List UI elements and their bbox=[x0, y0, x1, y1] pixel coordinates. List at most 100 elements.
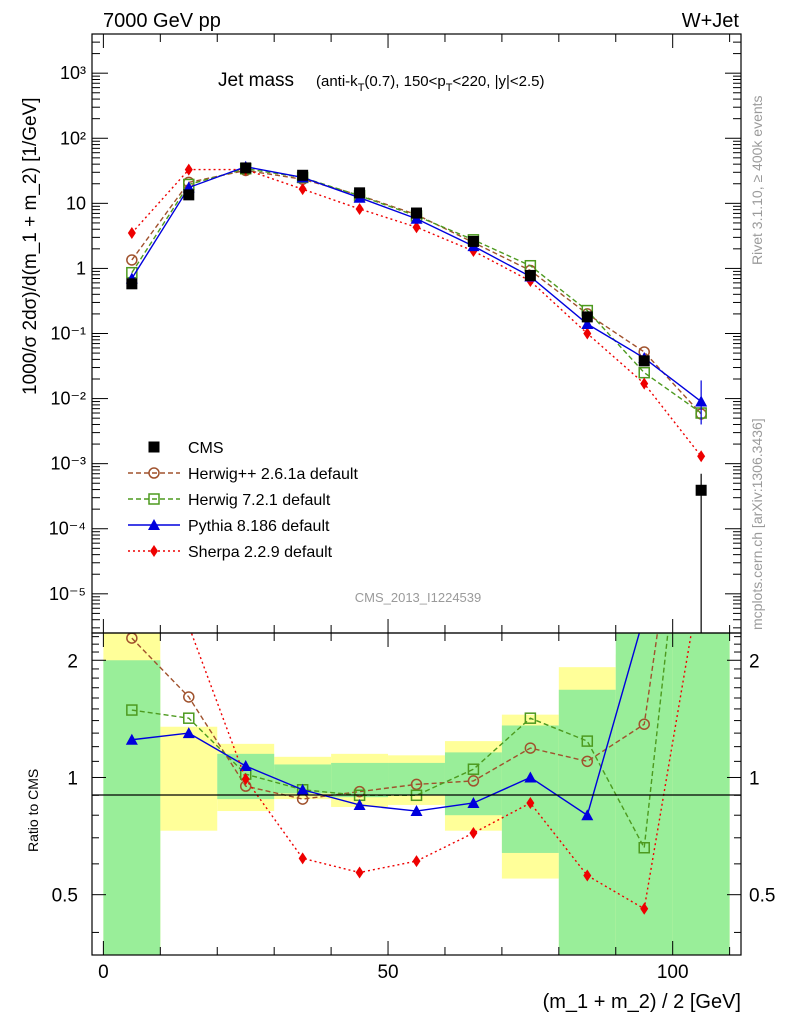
ratio-point-sherpa-2-2-9-default bbox=[298, 852, 307, 865]
ratio-point-pythia-8-186-default bbox=[581, 809, 594, 821]
ratio-y-tick-labels: 0.5 0.5 1 1 2 2 bbox=[52, 651, 776, 906]
ratio-point-sherpa-2-2-9-default bbox=[412, 855, 421, 868]
main-y-tick-label: 10⁻⁴ bbox=[49, 519, 86, 539]
point-cms bbox=[240, 162, 252, 174]
line-pythia-8-186-default bbox=[131, 166, 702, 403]
x-tick-labels: 0 50 100 bbox=[98, 962, 688, 983]
legend-marker-pythia-8-186-default bbox=[148, 519, 160, 530]
main-y-tick-label: 10³ bbox=[60, 63, 86, 83]
main-y-axis-label: 1000/σ 2dσ)/d(m_1 + m_2) [1/GeV] bbox=[20, 97, 41, 395]
ratio-y-tick-label: 0.5 bbox=[52, 886, 78, 907]
ratio-line-sherpa-2-2-9-default bbox=[190, 633, 693, 910]
point-sherpa-2-2-9-default bbox=[298, 183, 307, 196]
band-green-bin bbox=[501, 725, 559, 853]
ratio-point-herwig-7-2-1-default bbox=[638, 841, 650, 854]
main-title: Jet mass bbox=[218, 70, 294, 91]
main-y-tick-label: 10⁻¹ bbox=[50, 324, 86, 344]
band-green-bin bbox=[331, 762, 389, 798]
point-sherpa-2-2-9-default bbox=[355, 202, 364, 215]
x-tick-label: 50 bbox=[377, 962, 398, 983]
point-cms bbox=[126, 278, 138, 290]
header-left: 7000 GeV pp bbox=[103, 10, 221, 32]
legend-label-sherpa-2-2-9-default: Sherpa 2.2.9 default bbox=[188, 544, 333, 561]
line-herwig-7-2-1-default bbox=[131, 168, 702, 414]
ratio-point-herwigpp-2-6-1a-default bbox=[638, 718, 650, 730]
ratio-point-herwig-7-2-1-default bbox=[581, 735, 594, 747]
ratio-y-tick-label-right: 0.5 bbox=[749, 886, 775, 907]
ratio-point-pythia-8-186-default bbox=[353, 798, 366, 810]
point-cms bbox=[581, 311, 593, 323]
ratio-point-herwigpp-2-6-1a-default bbox=[581, 755, 594, 768]
legend-label-pythia-8-186-default: Pythia 8.186 default bbox=[188, 518, 330, 535]
point-cms bbox=[183, 189, 195, 201]
line-herwigpp-2-6-1a-default bbox=[131, 169, 702, 415]
ratio-point-herwigpp-2-6-1a-default bbox=[183, 691, 195, 703]
legend-marker-herwig-7-2-1-default bbox=[148, 493, 160, 505]
legend-label-herwigpp-2-6-1a-default: Herwig++ 2.6.1a default bbox=[188, 466, 358, 483]
ratio-point-sherpa-2-2-9-default bbox=[640, 902, 649, 915]
ratio-y-tick-label: 1 bbox=[67, 768, 78, 789]
main-y-tick-label: 10⁻⁵ bbox=[49, 584, 86, 604]
point-cms bbox=[411, 207, 422, 219]
point-cms bbox=[297, 169, 309, 181]
main-series-group bbox=[125, 160, 708, 633]
ratio-y-tick-label-right: 2 bbox=[749, 651, 760, 672]
ratio-point-herwigpp-2-6-1a-default bbox=[524, 742, 537, 754]
ratio-point-sherpa-2-2-9-default bbox=[241, 773, 250, 786]
main-y-tick-label: 10 bbox=[66, 193, 86, 213]
ratio-series-group bbox=[125, 633, 693, 915]
x-tick-label: 0 bbox=[98, 962, 109, 983]
legend-marker-herwigpp-2-6-1a-default bbox=[148, 467, 160, 479]
ratio-point-herwig-7-2-1-default bbox=[126, 704, 138, 716]
ratio-point-herwig-7-2-1-default bbox=[524, 712, 537, 724]
point-pythia-8-186-default bbox=[581, 317, 594, 329]
point-sherpa-2-2-9-default bbox=[697, 450, 706, 463]
x-tick-label: 100 bbox=[657, 962, 689, 983]
legend-label-cms: CMS bbox=[188, 440, 224, 457]
ratio-point-sherpa-2-2-9-default bbox=[355, 866, 364, 879]
point-sherpa-2-2-9-default bbox=[412, 221, 421, 234]
watermark-analysis: CMS_2013_I1224539 bbox=[355, 590, 482, 605]
ratio-y-axis-label: Ratio to CMS bbox=[25, 769, 41, 852]
ratio-y-tick-label: 2 bbox=[67, 651, 78, 672]
ratio-point-sherpa-2-2-9-default bbox=[469, 827, 478, 840]
main-y-tick-label: 10⁻³ bbox=[50, 454, 86, 474]
point-sherpa-2-2-9-default bbox=[127, 227, 136, 240]
ratio-point-pythia-8-186-default bbox=[410, 805, 423, 817]
x-axis-label: (m_1 + m_2) / 2 [GeV] bbox=[543, 991, 741, 1013]
side-label-rivet: Rivet 3.1.10, ≥ 400k events bbox=[749, 95, 765, 265]
band-green-bin bbox=[558, 689, 616, 955]
line-sherpa-2-2-9-default bbox=[131, 168, 702, 457]
legend-marker-cms bbox=[148, 441, 160, 453]
ratio-point-herwig-7-2-1-default bbox=[183, 712, 195, 724]
point-cms bbox=[467, 235, 479, 247]
point-sherpa-2-2-9-default bbox=[184, 163, 193, 176]
ratio-point-herwig-7-2-1-default bbox=[467, 763, 480, 775]
ratio-point-pythia-8-186-default bbox=[239, 760, 252, 772]
ratio-point-sherpa-2-2-9-default bbox=[526, 796, 535, 809]
point-sherpa-2-2-9-default bbox=[640, 377, 649, 390]
point-sherpa-2-2-9-default bbox=[583, 327, 592, 340]
main-y-tick-label: 10² bbox=[60, 128, 86, 148]
band-yellow-bin bbox=[160, 726, 218, 831]
ratio-point-pythia-8-186-default bbox=[467, 796, 480, 808]
ratio-point-pythia-8-186-default bbox=[125, 733, 138, 745]
ratio-uncertainty-bands bbox=[103, 633, 730, 955]
main-title-detail: (anti-kT(0.7), 150<pT<220, |y|<2.5) bbox=[316, 73, 545, 94]
legend-label-herwig-7-2-1-default: Herwig 7.2.1 default bbox=[188, 492, 331, 509]
ratio-point-pythia-8-186-default bbox=[524, 771, 537, 783]
ratio-point-pythia-8-186-default bbox=[182, 727, 195, 739]
point-cms bbox=[354, 187, 366, 199]
legend: CMS Herwig++ 2.6.1a default Herwig 7.2.1 d… bbox=[128, 440, 358, 561]
ratio-point-pythia-8-186-default bbox=[296, 783, 309, 795]
main-y-tick-labels: 10⁻⁵ 10⁻⁴ 10⁻³ 10⁻² 10⁻¹ 1 10 10² 10³ bbox=[49, 63, 86, 604]
ratio-point-herwigpp-2-6-1a-default bbox=[410, 778, 423, 791]
point-herwigpp-2-6-1a-default bbox=[126, 254, 138, 266]
ratio-point-herwigpp-2-6-1a-default bbox=[467, 775, 480, 787]
legend-marker-sherpa-2-2-9-default bbox=[150, 545, 158, 557]
band-green-bin bbox=[672, 633, 730, 955]
main-y-tick-label: 1 bbox=[76, 258, 86, 278]
side-label-mcplots: mcplots.cern.ch [arXiv:1306.3436] bbox=[749, 418, 765, 630]
axis-ticks bbox=[92, 33, 741, 955]
